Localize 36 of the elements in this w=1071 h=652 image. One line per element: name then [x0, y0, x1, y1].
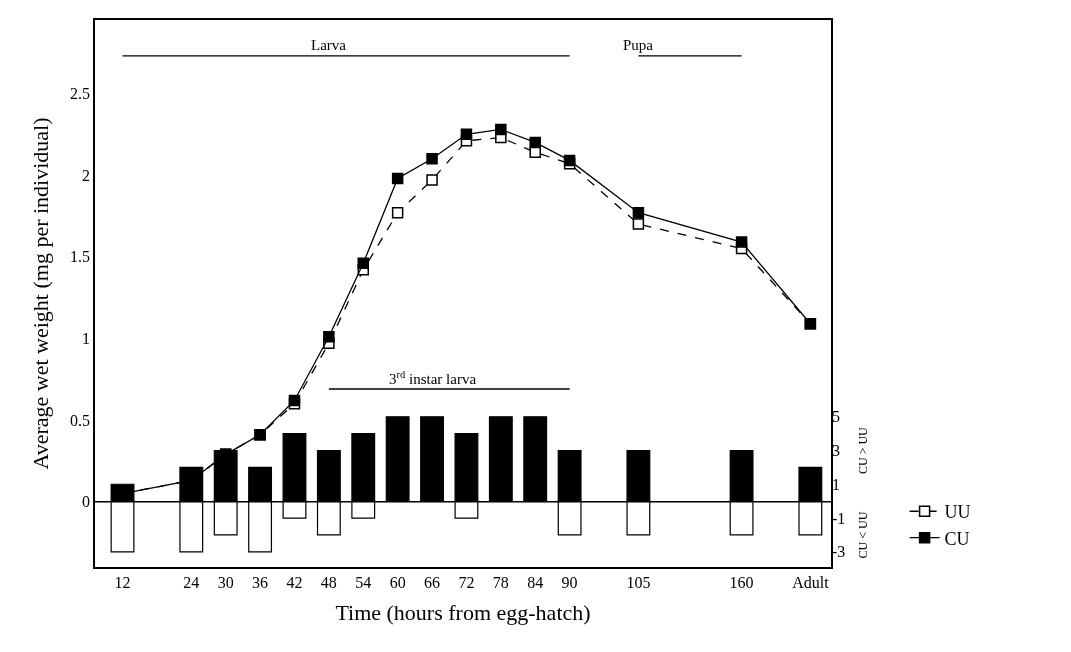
y-tick-label: 2: [82, 166, 91, 184]
x-tick-label: 36: [252, 573, 269, 591]
y2-tick-label: 5: [832, 408, 840, 426]
x-tick-label: 12: [114, 573, 131, 591]
text: CU > UU: [855, 426, 870, 474]
y2-tick-label: -1: [832, 509, 846, 527]
x-tick-label: 84: [527, 573, 544, 591]
x-tick-label: 72: [458, 573, 475, 591]
y-tick-label: 1.5: [70, 248, 91, 266]
x-axis-title: Time (hours from egg-hatch): [335, 600, 591, 626]
x-tick-label: 42: [286, 573, 303, 591]
x-tick-label: 160: [729, 573, 754, 591]
x-tick-label: 54: [355, 573, 372, 591]
x-tick-label: 78: [492, 573, 509, 591]
x-tick-label: 66: [424, 573, 441, 591]
legend-label: CU: [944, 528, 970, 549]
y2-tick-label: 1: [832, 475, 840, 493]
y-tick-label: 0.5: [70, 411, 91, 429]
x-tick-label: Adult: [792, 573, 830, 591]
y2-tick-label: -3: [832, 543, 846, 561]
y-tick-label: 2.5: [70, 85, 91, 103]
x-tick-label: 24: [183, 573, 200, 591]
y-axis-title: Average wet weight (mg per individual): [28, 117, 54, 470]
x-tick-label: 60: [389, 573, 406, 591]
legend-label: UU: [944, 502, 971, 523]
annotation: 3$^{rd}$ instar larva: [389, 369, 477, 388]
x-tick-label: 105: [626, 573, 651, 591]
x-tick-label: 30: [217, 573, 234, 591]
y-tick-label: 1: [82, 330, 91, 347]
annotation: Larva: [311, 37, 347, 53]
y-tick-label: 0: [82, 493, 91, 511]
x-tick-label: 90: [561, 573, 578, 591]
annotation: Pupa: [623, 37, 654, 53]
x-tick-label: 48: [320, 573, 337, 591]
text: CU < UU: [855, 511, 870, 559]
y2-tick-label: 3: [832, 442, 840, 460]
